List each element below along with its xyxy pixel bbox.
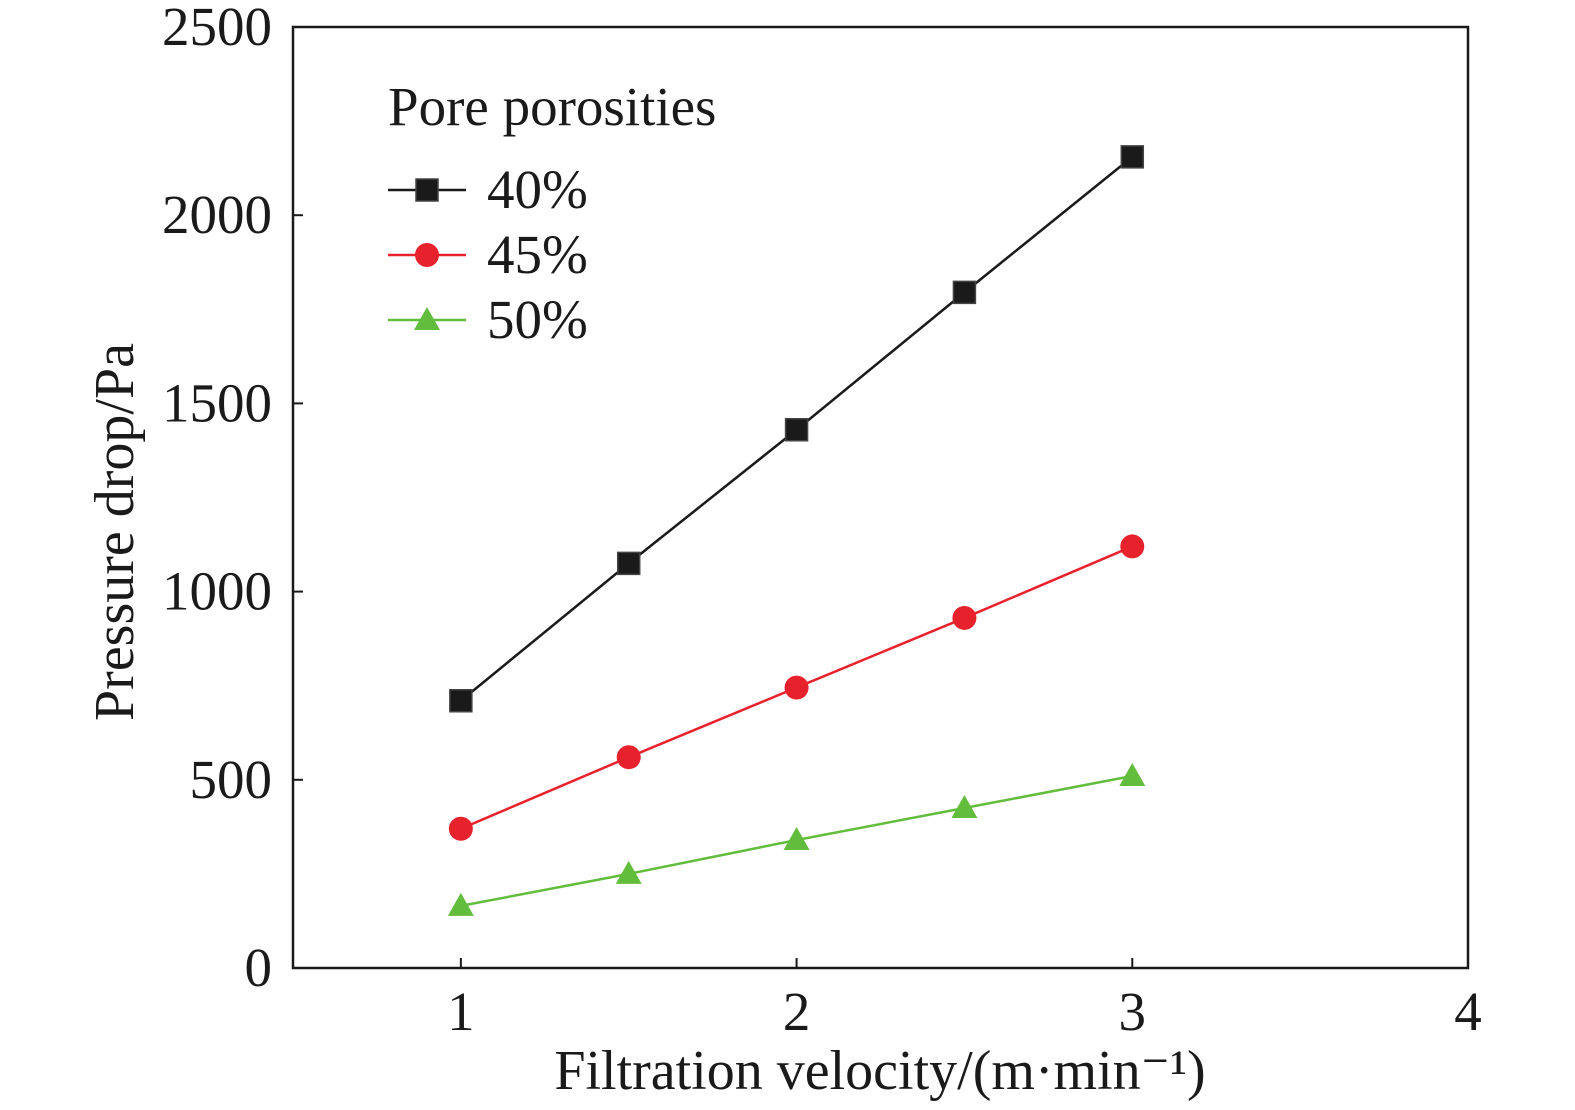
legend-label-50: 50%: [487, 289, 588, 350]
y-tick-label: 500: [190, 749, 273, 810]
x-tick-label: 4: [1454, 981, 1482, 1042]
y-axis-label: Pressure drop/Pa: [84, 343, 146, 721]
axis-ticks: 1 2 3 4 0 500 1000 1500 2000 2500: [162, 0, 1482, 1042]
legend-title: Pore porosities: [388, 76, 716, 137]
x-axis-label: Filtration velocity/(m·min⁻¹): [554, 1040, 1205, 1102]
data-series: [447, 145, 1146, 916]
series-50-point: [783, 827, 810, 851]
series-40-point: [616, 551, 641, 576]
legend-marker-50: [414, 307, 440, 330]
series-45-point: [448, 816, 473, 841]
series-50-point: [447, 892, 474, 916]
y-tick-label: 1500: [162, 372, 272, 433]
series-45-point: [952, 605, 977, 630]
legend-marker-45: [415, 243, 439, 267]
legend-marker-40: [415, 178, 439, 202]
series-45-point: [616, 745, 641, 770]
y-tick-label: 2000: [162, 184, 272, 245]
y-tick-label: 1000: [162, 561, 272, 622]
plot-frame: [291, 25, 1470, 970]
legend-label-45: 45%: [487, 224, 588, 285]
x-tick-label: 2: [783, 981, 811, 1042]
series-50-point: [615, 860, 642, 884]
series-40-point: [784, 417, 809, 442]
series-40-point: [1120, 145, 1145, 169]
x-tick-label: 3: [1119, 981, 1147, 1042]
series-40-point: [952, 280, 977, 305]
series-40-point: [449, 689, 473, 713]
series-50-point: [1119, 763, 1146, 787]
series-50-point: [951, 795, 978, 819]
y-tick-label: 0: [245, 937, 273, 998]
x-tick-label: 1: [447, 981, 475, 1042]
y-tick-label: 2500: [162, 0, 272, 57]
series-45-point: [1120, 534, 1145, 559]
legend: Pore porosities 40%45%50%: [388, 76, 716, 350]
series-45-point: [784, 675, 809, 700]
legend-label-40: 40%: [487, 159, 588, 220]
